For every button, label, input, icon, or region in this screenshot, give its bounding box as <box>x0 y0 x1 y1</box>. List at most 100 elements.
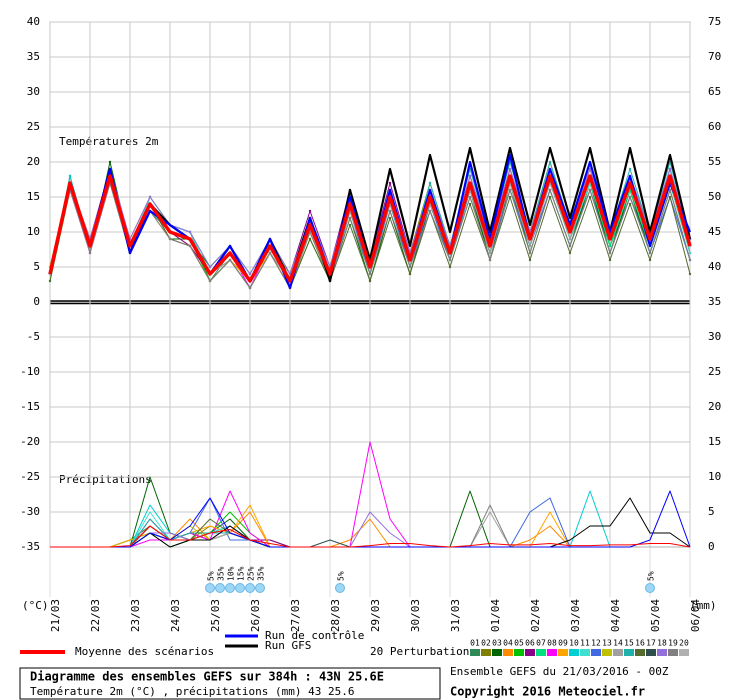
legend-swatch <box>547 649 557 656</box>
temp-point <box>688 258 692 262</box>
legend-swatch <box>569 649 579 656</box>
temp-point <box>208 265 212 269</box>
temp-point <box>528 251 532 255</box>
temp-point <box>648 251 652 255</box>
x-tick-label: 22/03 <box>89 599 102 632</box>
temp-point <box>468 202 472 206</box>
snow-label: 35% <box>257 566 266 581</box>
y2-tick-label: 20 <box>708 400 721 413</box>
snow-icon <box>215 583 225 593</box>
x-tick-label: 02/04 <box>529 599 542 632</box>
legend-label: 12 <box>591 639 601 648</box>
y-unit: (°C) <box>22 599 49 612</box>
y2-unit: (mm) <box>690 599 717 612</box>
y2-tick-label: 60 <box>708 120 721 133</box>
temp-point <box>508 195 512 199</box>
y2-tick-label: 45 <box>708 225 721 238</box>
x-tick-label: 04/04 <box>609 599 622 632</box>
legend-label: 02 <box>481 639 491 648</box>
temp-point <box>568 244 572 248</box>
legend-label: 14 <box>613 639 623 648</box>
y2-tick-label: 55 <box>708 155 721 168</box>
temp-point <box>408 265 412 269</box>
temp-point <box>448 258 452 262</box>
legend-swatch <box>591 649 601 656</box>
temp-point <box>348 223 352 227</box>
snow-icon <box>205 583 215 593</box>
y2-tick-label: 70 <box>708 50 721 63</box>
temp-point <box>248 286 252 290</box>
y-tick-label: -5 <box>27 330 40 343</box>
copyright: Copyright 2016 Meteociel.fr <box>450 685 645 699</box>
legend-swatch <box>481 649 491 656</box>
y2-tick-label: 75 <box>708 15 721 28</box>
legend-swatch <box>503 649 513 656</box>
temp-point <box>228 258 232 262</box>
temp-point <box>568 251 572 255</box>
y-tick-label: 35 <box>27 50 40 63</box>
info-title: Diagramme des ensembles GEFS sur 384h : … <box>30 670 384 684</box>
temp-point <box>448 265 452 269</box>
y-tick-label: 20 <box>27 155 40 168</box>
temp-point <box>628 202 632 206</box>
legend-swatch <box>624 649 634 656</box>
legend-label: Run de contrôle <box>265 629 364 642</box>
precip-line <box>50 490 691 548</box>
legend-swatch <box>657 649 667 656</box>
snow-label: 10% <box>227 566 236 581</box>
y2-tick-label: 30 <box>708 330 721 343</box>
y-tick-label: 40 <box>27 15 40 28</box>
temp-point <box>488 251 492 255</box>
x-tick-label: 03/04 <box>569 599 582 632</box>
temp-point <box>188 230 192 234</box>
temp-point <box>488 258 492 262</box>
legend-swatch <box>668 649 678 656</box>
temp-point <box>268 251 272 255</box>
y2-tick-label: 65 <box>708 85 721 98</box>
x-tick-label: 30/03 <box>409 599 422 632</box>
temp-point <box>528 244 532 248</box>
legend-label: 17 <box>646 639 656 648</box>
snow-label: 15% <box>237 566 246 581</box>
temp-point <box>468 174 472 178</box>
temp-point <box>248 272 252 276</box>
legend-swatch <box>514 649 524 656</box>
snow-icon <box>255 583 265 593</box>
legend-swatch <box>470 649 480 656</box>
temp-point <box>308 237 312 241</box>
legend-label: 06 <box>525 639 535 648</box>
legend-label: 03 <box>492 639 502 648</box>
y2-tick-label: 25 <box>708 365 721 378</box>
temp-point <box>508 167 512 171</box>
x-tick-label: 06/04 <box>689 599 702 632</box>
legend-label: 01 <box>470 639 480 648</box>
panel-label: Précipitations <box>59 473 152 486</box>
x-tick-label: 25/03 <box>209 599 222 632</box>
legend-label: 13 <box>602 639 612 648</box>
legend-label: 05 <box>514 639 524 648</box>
temp-point <box>88 251 92 255</box>
legend-label: 07 <box>536 639 546 648</box>
temp-point <box>648 258 652 262</box>
snow-icon <box>235 583 245 593</box>
legend-label: 10 <box>569 639 579 648</box>
legend-swatch <box>602 649 612 656</box>
temp-point <box>48 279 52 283</box>
temp-point <box>368 272 372 276</box>
temp-point <box>468 195 472 199</box>
x-tick-label: 27/03 <box>289 599 302 632</box>
legend-label: 11 <box>580 639 590 648</box>
x-tick-label: 31/03 <box>449 599 462 632</box>
legend-swatch <box>536 649 546 656</box>
y-tick-label: -35 <box>20 540 40 553</box>
temp-line <box>48 174 692 283</box>
y2-tick-label: 40 <box>708 260 721 273</box>
x-tick-label: 29/03 <box>369 599 382 632</box>
temp-point <box>668 195 672 199</box>
legend-swatch <box>525 649 535 656</box>
legend-swatch <box>558 649 568 656</box>
temp-point <box>548 160 552 164</box>
legend-label: Run GFS <box>265 639 311 652</box>
snow-label: 25% <box>247 566 256 581</box>
temp-point <box>508 188 512 192</box>
